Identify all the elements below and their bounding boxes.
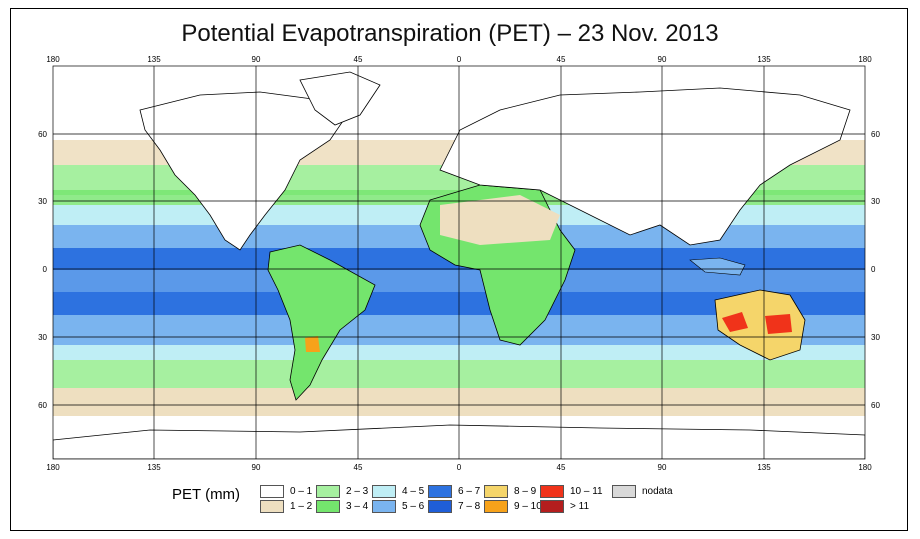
legend-item: 6 – 7 xyxy=(428,485,480,498)
lat-tick-label: 30 xyxy=(871,197,880,206)
lat-tick-label: 60 xyxy=(871,130,880,139)
legend-label: nodata xyxy=(642,486,673,497)
legend-item: 9 – 10 xyxy=(484,500,542,513)
legend-label: 2 – 3 xyxy=(346,486,369,497)
legend-item: 4 – 5 xyxy=(372,485,424,498)
legend-item: 3 – 4 xyxy=(316,500,368,513)
legend-swatch xyxy=(372,500,396,513)
lon-tick-label: 45 xyxy=(354,55,363,64)
legend-label: 10 – 11 xyxy=(570,486,603,497)
lon-ticks-bottom: 180 135 90 45 0 45 90 135 180 xyxy=(46,463,872,472)
legend-swatch xyxy=(428,485,452,498)
lon-tick-label: 135 xyxy=(757,463,771,472)
lon-tick-label: 135 xyxy=(147,463,161,472)
lat-tick-label: 0 xyxy=(43,265,48,274)
legend-item: 1 – 2 xyxy=(260,500,312,513)
lon-tick-label: 90 xyxy=(658,463,667,472)
legend-swatch xyxy=(372,485,396,498)
lon-tick-label: 90 xyxy=(252,55,261,64)
lat-tick-label: 60 xyxy=(38,130,47,139)
indonesia xyxy=(689,257,746,276)
lon-tick-label: 180 xyxy=(46,55,60,64)
legend-label: 3 – 4 xyxy=(346,501,369,512)
lon-tick-label: 180 xyxy=(858,463,872,472)
legend-item: 5 – 6 xyxy=(372,500,424,513)
sahara-beige xyxy=(440,195,560,245)
lat-tick-label: 60 xyxy=(38,401,47,410)
lat-ticks-left: 60 30 0 30 60 xyxy=(38,130,47,410)
australia-hot-west xyxy=(722,312,748,332)
lat-ticks-right: 60 30 0 30 60 xyxy=(871,130,880,410)
legend-label: 8 – 9 xyxy=(514,486,537,497)
legend-swatch xyxy=(484,500,508,513)
legend-swatch xyxy=(428,500,452,513)
australia xyxy=(714,289,806,361)
legend-label: 5 – 6 xyxy=(402,501,425,512)
legend-swatch xyxy=(316,500,340,513)
legend-swatch xyxy=(540,500,564,513)
lon-tick-label: 180 xyxy=(858,55,872,64)
legend-swatch xyxy=(260,500,284,513)
lon-tick-label: 135 xyxy=(147,55,161,64)
legend-title: PET (mm) xyxy=(172,486,241,503)
lon-tick-label: 90 xyxy=(252,463,261,472)
eurasia xyxy=(439,87,851,246)
lon-tick-label: 90 xyxy=(658,55,667,64)
legend-item: 0 – 1 xyxy=(260,485,312,498)
legend-label: 4 – 5 xyxy=(402,486,425,497)
legend-label: 6 – 7 xyxy=(458,486,481,497)
legend-item: 2 – 3 xyxy=(316,485,368,498)
lat-tick-label: 30 xyxy=(871,333,880,342)
lon-tick-label: 45 xyxy=(557,55,566,64)
south-america xyxy=(267,244,376,401)
australia-hot-east xyxy=(765,314,792,334)
legend-swatch xyxy=(316,485,340,498)
graticule xyxy=(52,65,866,460)
patagonia-hot xyxy=(305,336,320,352)
legend-label: 0 – 1 xyxy=(290,486,313,497)
legend-label: 7 – 8 xyxy=(458,501,481,512)
legend-swatch xyxy=(612,485,636,498)
lon-tick-label: 45 xyxy=(557,463,566,472)
lon-tick-label: 180 xyxy=(46,463,60,472)
legend-item: nodata xyxy=(612,485,673,498)
figure-frame xyxy=(10,8,908,531)
greenland xyxy=(299,71,381,126)
lon-tick-label: 0 xyxy=(457,463,462,472)
lon-tick-label: 45 xyxy=(354,463,363,472)
lat-tick-label: 0 xyxy=(871,265,876,274)
legend-item: 10 – 11 xyxy=(540,485,603,498)
legend-swatch xyxy=(260,485,284,498)
legend-label: > 11 xyxy=(570,501,589,512)
lat-tick-label: 30 xyxy=(38,333,47,342)
legend-label: 1 – 2 xyxy=(290,501,313,512)
legend-item: 8 – 9 xyxy=(484,485,536,498)
legend-swatch xyxy=(484,485,508,498)
lon-tick-label: 0 xyxy=(457,55,462,64)
legend-item: > 11 xyxy=(540,500,589,513)
lat-tick-label: 30 xyxy=(38,197,47,206)
lat-tick-label: 60 xyxy=(871,401,880,410)
lon-tick-label: 135 xyxy=(757,55,771,64)
legend-label: 9 – 10 xyxy=(514,501,542,512)
legend-swatch xyxy=(540,485,564,498)
legend-item: 7 – 8 xyxy=(428,500,480,513)
map-title: Potential Evapotranspiration (PET) – 23 … xyxy=(181,20,719,47)
lon-ticks-top: 180 135 90 45 0 45 90 135 180 xyxy=(46,55,872,64)
